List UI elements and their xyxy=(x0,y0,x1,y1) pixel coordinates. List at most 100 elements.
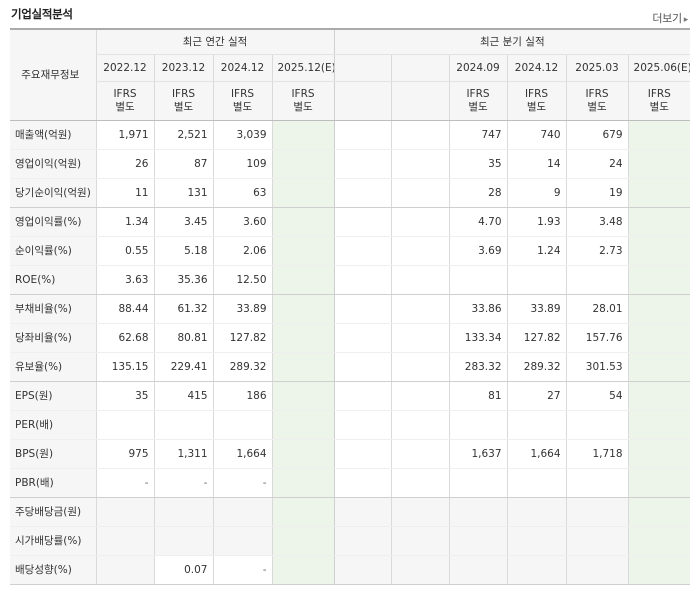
quarter-cell: 1,637 xyxy=(448,439,508,469)
annual-cell: 88.44 xyxy=(95,294,154,324)
quarter-cell: 301.53 xyxy=(565,352,629,382)
quarter-cell: 740 xyxy=(506,120,567,150)
annual-ifrs-label-0: IFRS 별도 xyxy=(95,81,154,121)
annual-cell: 1,664 xyxy=(212,439,272,469)
table-row: PER(배) xyxy=(10,410,691,440)
annual-cell xyxy=(271,265,335,295)
quarter-cell: 35 xyxy=(448,149,508,179)
table-row: 순이익률(%) 0.55 5.18 2.06 3.69 1.24 2.73 xyxy=(10,236,691,266)
annual-cell xyxy=(95,410,154,440)
quarter-cell: 9 xyxy=(506,178,567,208)
quarter-cell xyxy=(627,468,691,498)
annual-cell: 3.45 xyxy=(153,207,213,237)
annual-cell: 12.50 xyxy=(212,265,272,295)
section-header: 기업실적분석 더보기 ▸ xyxy=(0,0,700,28)
annual-cell: 11 xyxy=(95,178,154,208)
row-label: 주당배당금(원) xyxy=(10,497,96,527)
quarter-cell xyxy=(627,178,691,208)
quarter-group-header: 최근 분기 실적 xyxy=(333,29,691,55)
table-row: PBR(배) - - - xyxy=(10,468,691,498)
annual-cell xyxy=(212,526,272,556)
quarter-cell: 127.82 xyxy=(506,323,567,353)
quarter-cell: 133.34 xyxy=(448,323,508,353)
row-label: PBR(배) xyxy=(10,468,96,498)
table-row: 영업이익률(%) 1.34 3.45 3.60 4.70 1.93 3.48 xyxy=(10,207,691,237)
annual-cell xyxy=(271,352,335,382)
quarter-cell xyxy=(627,265,691,295)
annual-cell: 63 xyxy=(212,178,272,208)
annual-period-2: 2024.12 xyxy=(212,54,272,82)
quarter-cell: 283.32 xyxy=(448,352,508,382)
quarter-cell xyxy=(506,468,567,498)
more-link[interactable]: 더보기 ▸ xyxy=(652,10,688,26)
quarter-ifrs-label-2: IFRS 별도 xyxy=(448,81,508,121)
ifrs-basis: 별도 xyxy=(587,100,607,113)
annual-group-header: 최근 연간 실적 xyxy=(95,29,335,55)
quarter-cell xyxy=(448,468,508,498)
annual-cell: - xyxy=(95,468,154,498)
annual-cell xyxy=(95,526,154,556)
table-row: BPS(원) 975 1,311 1,664 1,637 1,664 1,718 xyxy=(10,439,691,469)
annual-cell xyxy=(271,294,335,324)
annual-cell: 975 xyxy=(95,439,154,469)
annual-cell: - xyxy=(212,555,272,585)
quarter-cell xyxy=(390,439,450,469)
quarter-cell: 679 xyxy=(565,120,629,150)
row-label: PER(배) xyxy=(10,410,96,440)
quarter-cell: 28.01 xyxy=(565,294,629,324)
row-label: 배당성향(%) xyxy=(10,555,96,585)
row-label: 시가배당률(%) xyxy=(10,526,96,556)
ifrs-standard: IFRS xyxy=(113,87,137,100)
quarter-cell xyxy=(390,555,450,585)
annual-cell xyxy=(271,178,335,208)
annual-cell: 26 xyxy=(95,149,154,179)
quarter-cell: 3.48 xyxy=(565,207,629,237)
quarter-cell xyxy=(506,497,567,527)
quarter-cell xyxy=(333,120,392,150)
quarter-cell: 19 xyxy=(565,178,629,208)
annual-cell: 127.82 xyxy=(212,323,272,353)
quarter-cell xyxy=(448,265,508,295)
row-label: ROE(%) xyxy=(10,265,96,295)
annual-ifrs-label-3: IFRS 별도 xyxy=(271,81,335,121)
quarter-cell xyxy=(390,468,450,498)
annual-cell: 1,971 xyxy=(95,120,154,150)
annual-period-0: 2022.12 xyxy=(95,54,154,82)
quarter-cell xyxy=(333,410,392,440)
quarter-cell xyxy=(448,526,508,556)
quarter-cell xyxy=(627,149,691,179)
annual-ifrs-label-2: IFRS 별도 xyxy=(212,81,272,121)
annual-cell xyxy=(271,236,335,266)
table-row: 당좌비율(%) 62.68 80.81 127.82 133.34 127.82 157.7… xyxy=(10,323,691,353)
annual-cell: 109 xyxy=(212,149,272,179)
row-label: 당좌비율(%) xyxy=(10,323,96,353)
quarter-cell xyxy=(390,294,450,324)
quarter-cell xyxy=(390,236,450,266)
annual-cell xyxy=(271,381,335,411)
table-row: 시가배당률(%) xyxy=(10,526,691,556)
quarter-ifrs-label-5: IFRS 별도 xyxy=(627,81,691,121)
annual-cell xyxy=(271,120,335,150)
quarter-cell: 289.32 xyxy=(506,352,567,382)
quarter-cell: 2.73 xyxy=(565,236,629,266)
annual-cell xyxy=(271,468,335,498)
annual-cell: 1.34 xyxy=(95,207,154,237)
quarter-cell: 1,664 xyxy=(506,439,567,469)
quarter-cell xyxy=(333,236,392,266)
more-label: 더보기 xyxy=(652,12,682,25)
annual-cell: 2,521 xyxy=(153,120,213,150)
annual-cell: 87 xyxy=(153,149,213,179)
ifrs-basis: 별도 xyxy=(293,100,313,113)
quarter-cell: 14 xyxy=(506,149,567,179)
ifrs-standard: IFRS xyxy=(171,87,196,100)
quarter-cell: 4.70 xyxy=(448,207,508,237)
quarter-cell xyxy=(390,120,450,150)
ifrs-basis: 별도 xyxy=(468,100,488,113)
ifrs-standard: IFRS xyxy=(524,87,549,100)
quarter-cell xyxy=(333,526,392,556)
quarter-cell: 27 xyxy=(506,381,567,411)
annual-cell: 3.60 xyxy=(212,207,272,237)
ifrs-basis: 별도 xyxy=(232,100,253,113)
quarter-cell: 33.89 xyxy=(506,294,567,324)
quarter-cell xyxy=(390,323,450,353)
